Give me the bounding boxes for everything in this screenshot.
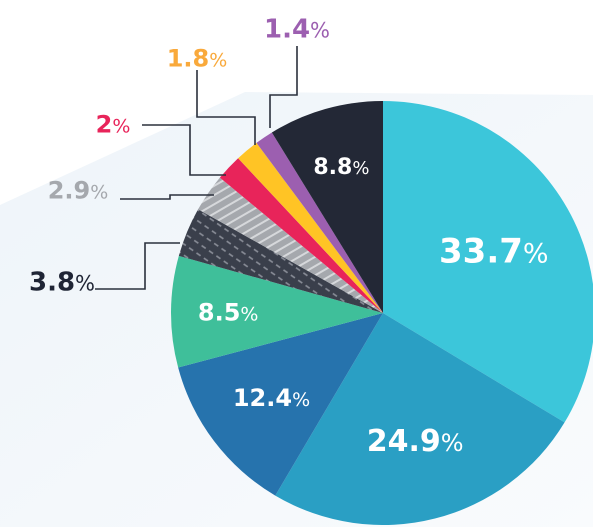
slice-unit: % — [352, 158, 369, 179]
slice-value: 1.8 — [167, 45, 210, 73]
leader-lines — [95, 46, 298, 290]
slice-unit: % — [112, 116, 130, 138]
leader-line — [196, 70, 256, 145]
slice-label: 8.8% — [313, 155, 369, 180]
slice-label: 24.9% — [367, 424, 464, 459]
slice-label: 2% — [96, 111, 131, 139]
slice-label: 8.5% — [198, 299, 259, 327]
pie-slice — [178, 313, 383, 496]
leader-line — [269, 46, 298, 128]
pie-slice — [275, 313, 565, 525]
pie-slice — [198, 177, 383, 313]
slice-label: 1.8% — [167, 45, 228, 73]
pie-slice — [219, 158, 383, 313]
slice-unit: % — [90, 182, 108, 204]
slice-unit: % — [209, 50, 227, 72]
slice-value: 2 — [96, 111, 113, 139]
pie-slice — [256, 132, 383, 313]
slice-label: 33.7% — [439, 232, 549, 272]
slice-value: 12.4 — [233, 384, 292, 412]
slice-unit: % — [240, 304, 258, 326]
pie-slice — [238, 142, 383, 313]
slice-labels: 33.7%24.9%12.4%8.5%3.8%2.9%2%1.8%1.4%8.8… — [29, 14, 549, 459]
slice-value: 2.9 — [48, 177, 91, 205]
slice-value: 1.4 — [264, 14, 310, 44]
slice-unit: % — [292, 389, 310, 411]
slice-unit: % — [310, 18, 330, 42]
slice-value: 3.8 — [29, 267, 75, 297]
slice-label: 2.9% — [48, 177, 109, 205]
slice-value: 8.5 — [198, 299, 241, 327]
pie-slice — [383, 101, 593, 423]
slice-value: 33.7 — [439, 232, 523, 272]
pie-slice — [271, 101, 383, 313]
slice-value: 8.8 — [313, 155, 352, 180]
pie-slices — [171, 101, 593, 525]
leader-line — [95, 242, 180, 290]
leader-line — [120, 194, 214, 200]
pie-slice — [178, 209, 383, 313]
slice-unit: % — [441, 429, 464, 457]
slice-label: 1.4% — [264, 14, 330, 44]
leader-line — [142, 124, 226, 176]
slice-unit: % — [75, 271, 95, 295]
slice-label: 3.8% — [29, 267, 95, 297]
slice-value: 24.9 — [367, 424, 441, 459]
slice-label: 12.4% — [233, 384, 310, 412]
slice-unit: % — [523, 239, 549, 270]
pie-slice — [171, 255, 383, 368]
